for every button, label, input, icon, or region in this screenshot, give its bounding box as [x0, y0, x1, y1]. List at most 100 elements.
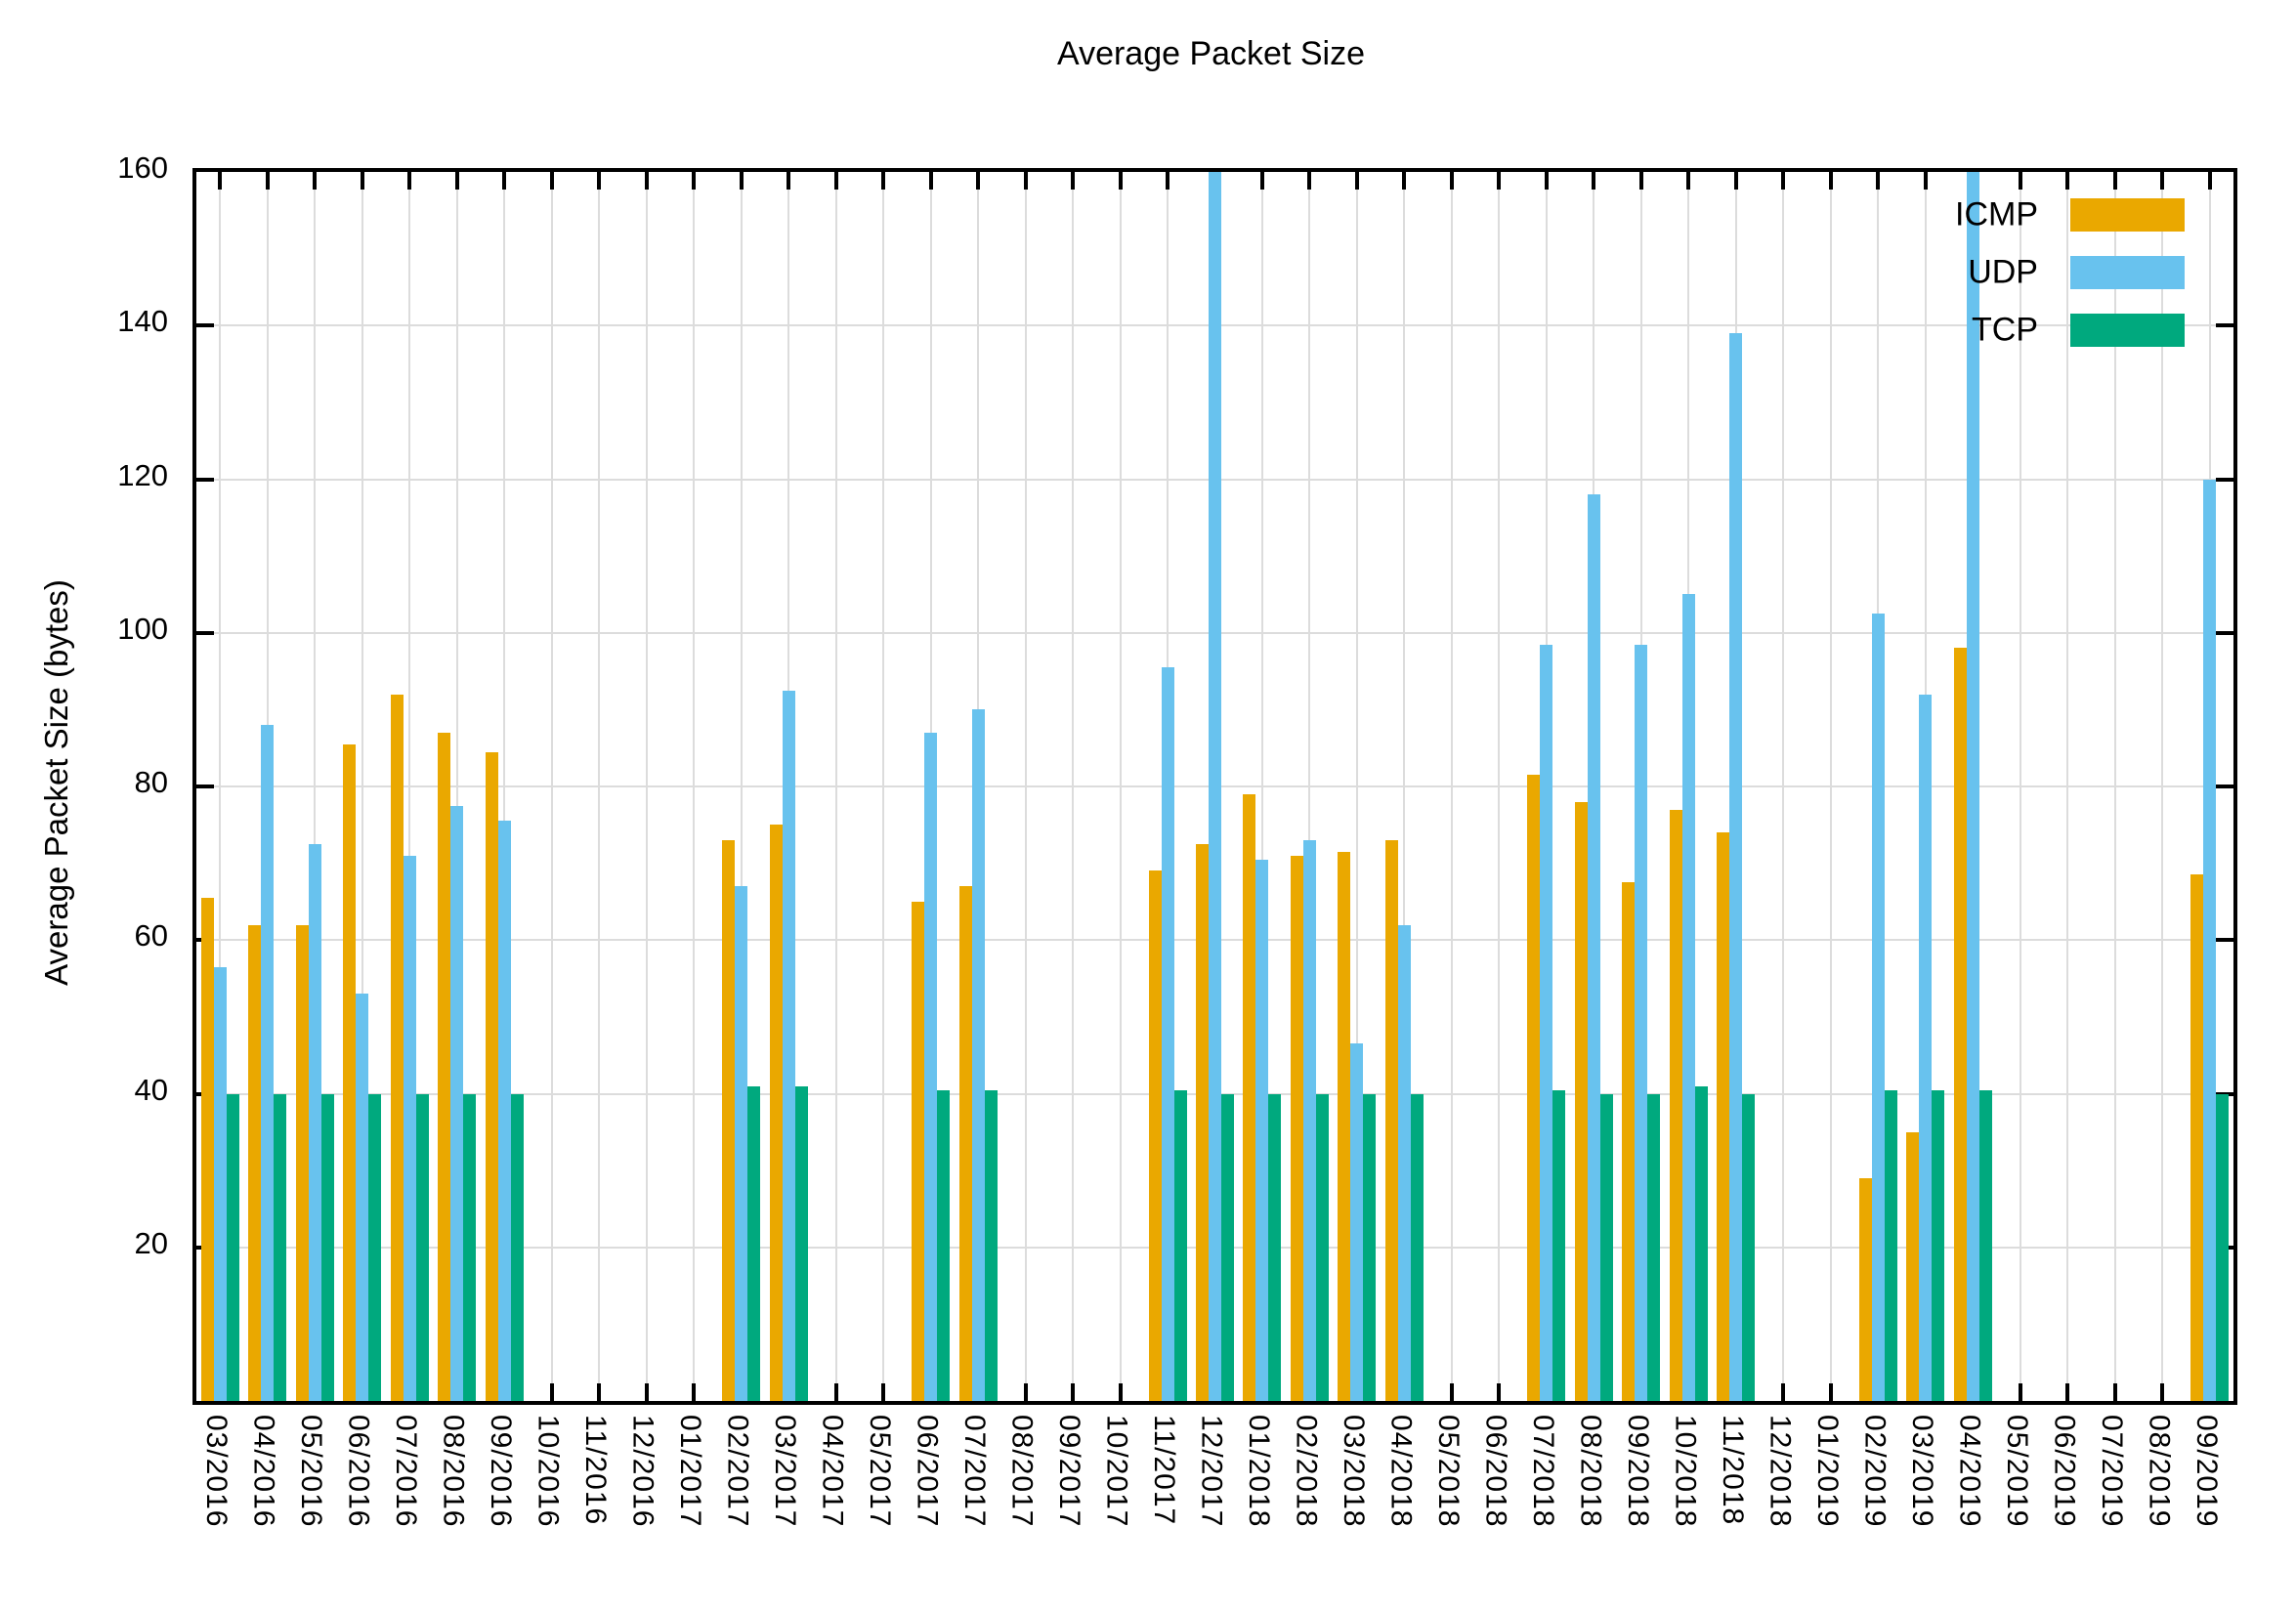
x-tick-top — [1071, 172, 1076, 190]
x-tick-top — [1023, 172, 1028, 190]
x-tick-bottom — [2160, 1383, 2165, 1401]
x-tick-label: 06/2018 — [1479, 1415, 1512, 1528]
x-tick-label: 03/2018 — [1337, 1415, 1370, 1528]
x-tick-bottom — [1828, 1383, 1833, 1401]
y-tick-right — [2216, 630, 2233, 635]
gridline-vertical — [1260, 172, 1263, 1401]
tcp-bar — [1315, 1093, 1329, 1401]
x-tick-bottom — [1023, 1383, 1028, 1401]
icmp-bar — [1717, 832, 1730, 1401]
udp-bar — [1302, 840, 1316, 1401]
x-tick-label: 11/2017 — [1148, 1415, 1180, 1526]
tcp-bar — [510, 1093, 524, 1401]
tcp-bar — [1221, 1093, 1234, 1401]
legend-label-udp: UDP — [1968, 253, 2038, 291]
x-tick-top — [218, 172, 223, 190]
x-tick-label: 04/2019 — [1953, 1415, 1986, 1528]
tcp-bar — [415, 1093, 429, 1401]
x-tick-bottom — [644, 1383, 649, 1401]
udp-bar — [782, 690, 795, 1401]
x-tick-bottom — [2112, 1383, 2117, 1401]
x-tick-top — [2160, 172, 2165, 190]
x-tick-top — [739, 172, 744, 190]
x-tick-label: 02/2018 — [1290, 1415, 1323, 1528]
x-tick-bottom — [597, 1383, 602, 1401]
x-tick-top — [1497, 172, 1502, 190]
gridline-vertical — [1450, 172, 1453, 1401]
x-tick-label: 01/2018 — [1242, 1415, 1275, 1528]
udp-bar — [1871, 614, 1885, 1401]
gridline-vertical — [1072, 172, 1075, 1401]
icmp-bar — [1148, 870, 1162, 1401]
tcp-bar — [1363, 1093, 1377, 1401]
udp-bar — [1635, 644, 1648, 1401]
x-tick-label: 09/2016 — [485, 1415, 518, 1528]
x-tick-label: 05/2017 — [864, 1415, 897, 1528]
udp-bar — [1587, 494, 1600, 1401]
x-tick-label: 12/2016 — [626, 1415, 659, 1528]
x-tick-label: 10/2018 — [1669, 1415, 1702, 1528]
gridline-vertical — [361, 172, 363, 1401]
gridline-vertical — [834, 172, 837, 1401]
tcp-bar — [747, 1085, 761, 1401]
icmp-bar — [912, 901, 925, 1401]
x-tick-top — [692, 172, 697, 190]
legend-label-tcp: TCP — [1972, 311, 2038, 349]
x-tick-label: 03/2019 — [1905, 1415, 1938, 1528]
icmp-bar — [1290, 855, 1303, 1401]
x-tick-top — [407, 172, 412, 190]
tcp-bar — [1552, 1089, 1566, 1401]
tcp-bar — [1694, 1085, 1708, 1401]
tcp-bar — [463, 1093, 477, 1401]
y-tick-left — [196, 785, 214, 788]
x-tick-top — [2065, 172, 2070, 190]
udp-bar — [450, 805, 464, 1401]
x-tick-bottom — [1071, 1383, 1076, 1401]
x-tick-label: 05/2019 — [2000, 1415, 2033, 1528]
udp-bar — [1966, 172, 1979, 1401]
y-tick-label: 20 — [134, 1225, 168, 1260]
y-tick-label: 80 — [134, 765, 168, 799]
x-tick-top — [1733, 172, 1738, 190]
x-tick-top — [1166, 172, 1169, 190]
udp-bar — [1919, 694, 1933, 1401]
gridline-vertical — [1308, 172, 1311, 1401]
x-tick-label: 10/2017 — [1100, 1415, 1133, 1528]
x-tick-label: 08/2016 — [437, 1415, 470, 1528]
x-tick-bottom — [1497, 1383, 1502, 1401]
x-tick-top — [2207, 172, 2212, 190]
gridline-vertical — [2019, 172, 2021, 1401]
udp-bar — [403, 855, 416, 1401]
x-tick-top — [360, 172, 364, 190]
y-tick-label: 160 — [117, 150, 168, 185]
icmp-bar — [248, 924, 262, 1401]
x-tick-top — [1449, 172, 1454, 190]
udp-bar — [2203, 479, 2217, 1401]
x-tick-bottom — [1118, 1383, 1123, 1401]
x-tick-top — [597, 172, 602, 190]
x-tick-label: 06/2016 — [342, 1415, 375, 1528]
udp-bar — [1350, 1043, 1364, 1401]
y-tick-left — [196, 630, 214, 635]
x-tick-bottom — [692, 1383, 697, 1401]
tcp-bar — [2216, 1093, 2230, 1401]
icmp-bar — [1574, 801, 1588, 1401]
x-tick-bottom — [1781, 1383, 1786, 1401]
tcp-bar — [1978, 1089, 1992, 1401]
x-tick-label: 07/2018 — [1526, 1415, 1559, 1528]
icmp-bar — [1338, 851, 1351, 1401]
tcp-bar — [1268, 1093, 1282, 1401]
x-tick-label: 09/2019 — [2190, 1415, 2223, 1528]
tcp-bar — [937, 1089, 951, 1401]
tcp-bar — [1884, 1089, 1897, 1401]
icmp-bar — [200, 898, 214, 1401]
icmp-bar — [1243, 793, 1256, 1401]
x-tick-bottom — [2065, 1383, 2070, 1401]
gridline-vertical — [1782, 172, 1785, 1401]
x-tick-top — [928, 172, 933, 190]
udp-bar — [1729, 333, 1743, 1401]
x-tick-label: 06/2019 — [2048, 1415, 2081, 1528]
x-tick-label: 01/2017 — [674, 1415, 707, 1528]
x-tick-label: 08/2019 — [2143, 1415, 2176, 1528]
